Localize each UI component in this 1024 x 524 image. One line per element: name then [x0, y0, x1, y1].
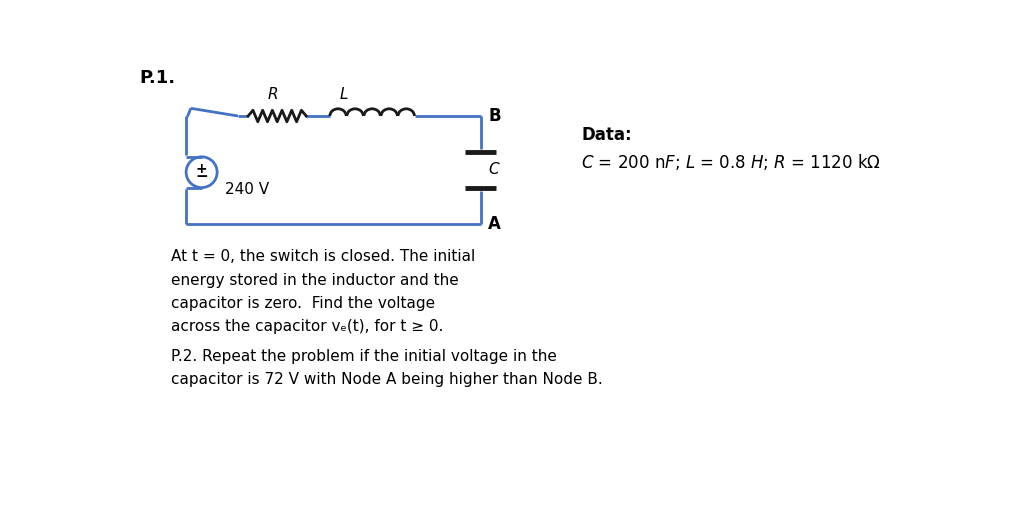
- Text: energy stored in the inductor and the: energy stored in the inductor and the: [171, 272, 459, 288]
- Text: P.2. Repeat the problem if the initial voltage in the: P.2. Repeat the problem if the initial v…: [171, 349, 556, 364]
- Text: C: C: [488, 162, 499, 178]
- Text: across the capacitor vₑ(t), for t ≥ 0.: across the capacitor vₑ(t), for t ≥ 0.: [171, 319, 443, 334]
- Text: B: B: [488, 107, 501, 125]
- Text: $C$ = 200 n$F$; $L$ = 0.8 $H$; $R$ = 1120 k$\Omega$: $C$ = 200 n$F$; $L$ = 0.8 $H$; $R$ = 112…: [582, 152, 882, 172]
- Text: −: −: [196, 169, 208, 183]
- Text: capacitor is zero.  Find the voltage: capacitor is zero. Find the voltage: [171, 296, 435, 311]
- Text: P.1.: P.1.: [139, 69, 176, 86]
- Text: capacitor is 72 V with Node A being higher than Node B.: capacitor is 72 V with Node A being high…: [171, 372, 602, 387]
- Text: 240 V: 240 V: [225, 182, 269, 196]
- Text: Data:: Data:: [582, 126, 632, 144]
- Text: L: L: [339, 87, 348, 102]
- Text: A: A: [488, 215, 502, 233]
- Text: At t = 0, the switch is closed. The initial: At t = 0, the switch is closed. The init…: [171, 249, 475, 265]
- Text: R: R: [268, 87, 279, 102]
- Text: +: +: [196, 162, 208, 176]
